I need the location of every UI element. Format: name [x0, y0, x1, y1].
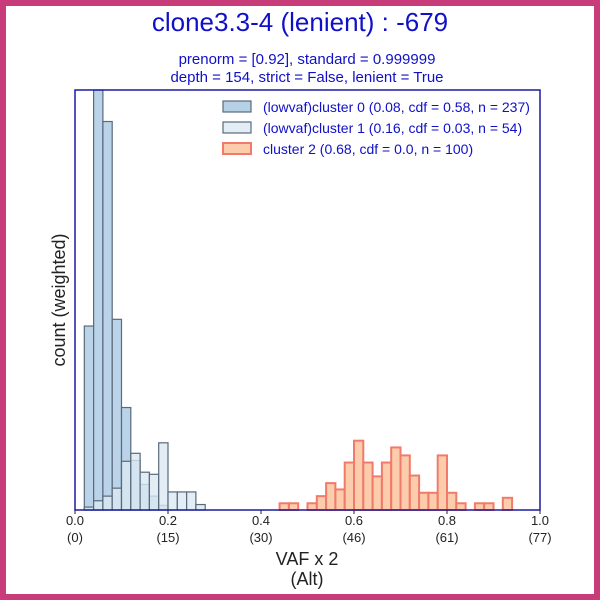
x-tick-label: 0.8	[438, 513, 456, 528]
y-axis-label: count (weighted)	[49, 233, 69, 366]
histogram-bar	[501, 496, 514, 512]
histogram-bar	[483, 502, 495, 511]
histogram-bar	[92, 500, 104, 511]
histogram-bar	[455, 502, 467, 511]
histogram-bar	[436, 454, 449, 511]
histogram-bar	[111, 487, 123, 511]
legend: (lowvaf)cluster 0 (0.08, cdf = 0.58, n =…	[222, 99, 530, 157]
plot-area-border	[74, 89, 541, 511]
histogram-bar	[158, 442, 169, 511]
x-axis-ticks: 0.0 (0) 0.2 (15) 0.4 (30) 0.6 (46) 0.8 (61) 1.0 (77…	[66, 510, 552, 545]
histogram-bar	[427, 491, 439, 511]
chart-subtitle-line-2: depth = 154, strict = False, lenient = T…	[170, 69, 443, 86]
histogram-bar	[167, 491, 178, 511]
histogram-bar	[195, 503, 206, 511]
histogram-bar	[473, 502, 486, 511]
x-tick-label: 0.4	[252, 513, 270, 528]
histogram-bar	[408, 474, 421, 511]
x-tick-label: 0.6	[345, 513, 363, 528]
histogram-bar	[120, 460, 132, 511]
histogram-bar	[130, 452, 141, 511]
legend-entry-label: (lowvaf)cluster 0 (0.08, cdf = 0.58, n =…	[263, 99, 530, 115]
histogram-bar	[111, 318, 123, 511]
histogram-bar	[362, 461, 374, 512]
histogram-bar	[343, 461, 356, 512]
histogram-bar	[390, 446, 402, 512]
histogram-bar	[399, 454, 411, 511]
x-tick-label: 0.2	[159, 513, 177, 528]
x-tick-sublabel: (15)	[156, 530, 179, 545]
legend-swatch	[222, 121, 252, 134]
x-tick-label: 0.0	[66, 513, 84, 528]
legend-swatch	[222, 142, 252, 155]
histogram-bar	[83, 325, 95, 511]
histogram-bar	[325, 482, 337, 511]
histogram-bar	[353, 439, 365, 512]
chart-subtitle-line-1: prenorm = [0.92], standard = 0.999999	[179, 51, 436, 68]
histogram-bar	[446, 491, 458, 511]
x-axis-label-line-2: (Alt)	[291, 569, 324, 589]
series-2-bars	[278, 439, 514, 512]
histogram-bar	[148, 473, 160, 511]
x-axis-label-line-1: VAF x 2	[276, 549, 339, 569]
legend-swatch	[222, 100, 252, 113]
histogram-bar	[380, 461, 393, 512]
histogram-bar	[287, 502, 300, 511]
x-tick-label: 1.0	[531, 513, 549, 528]
legend-entry-label: cluster 2 (0.68, cdf = 0.0, n = 100)	[263, 141, 473, 157]
histogram-bar	[418, 491, 430, 511]
x-tick-sublabel: (61)	[435, 530, 458, 545]
chart-title: clone3.3-4 (lenient) : -679	[152, 7, 448, 37]
histogram-bar	[176, 491, 188, 511]
histogram-bar	[278, 502, 290, 511]
x-tick-sublabel: (30)	[249, 530, 272, 545]
histogram-bar	[315, 495, 328, 512]
histogram-bar	[102, 495, 113, 511]
series-0-bars	[83, 89, 169, 511]
legend-entry-label: (lowvaf)cluster 1 (0.16, cdf = 0.03, n =…	[263, 120, 522, 136]
histogram-bar	[334, 488, 346, 512]
x-tick-sublabel: (0)	[67, 530, 83, 545]
histogram-bar	[139, 471, 151, 511]
histogram-bar	[306, 502, 318, 511]
histogram-bar	[371, 475, 383, 511]
histogram-bar	[92, 89, 104, 511]
x-tick-sublabel: (77)	[528, 530, 551, 545]
x-tick-sublabel: (46)	[342, 530, 365, 545]
histogram-bar	[186, 491, 197, 511]
histogram-bar	[102, 120, 113, 511]
